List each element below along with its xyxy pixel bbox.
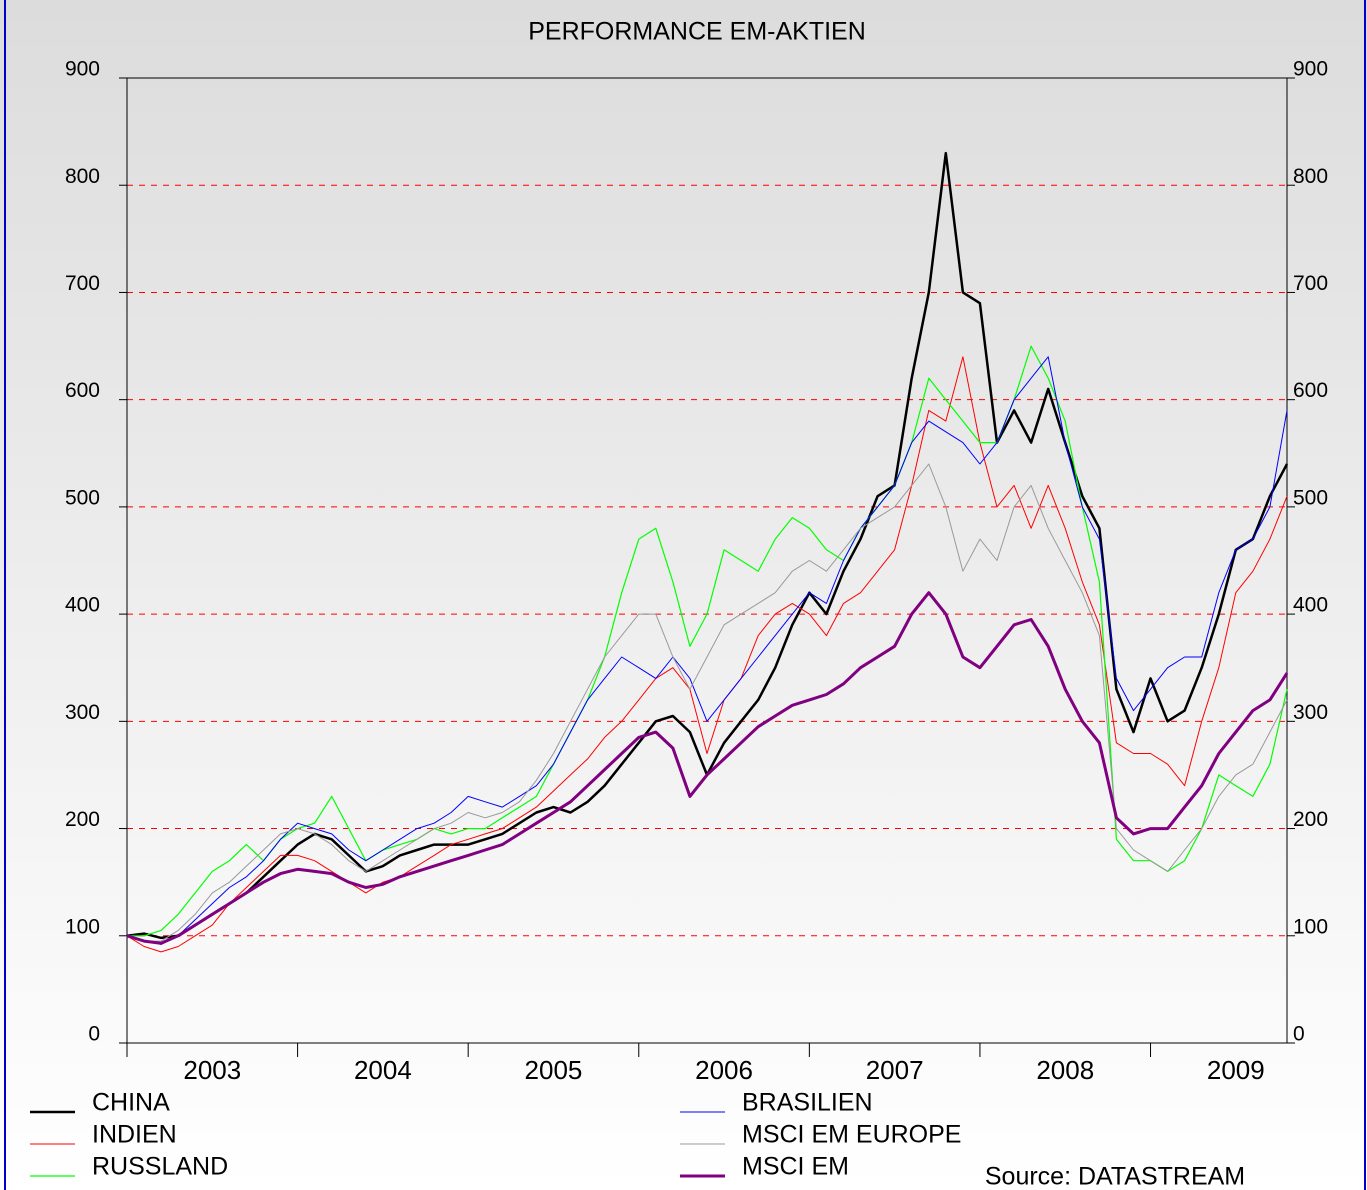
y2-tick-label: 200 — [1293, 808, 1328, 831]
series-line — [127, 345, 1288, 937]
series-line — [126, 356, 1288, 945]
series-line — [126, 463, 1288, 942]
x-tick-label: 2005 — [525, 1055, 583, 1085]
y-tick-label: 500 — [65, 486, 100, 509]
y2-tick-label: 900 — [1293, 58, 1328, 81]
source: Source: DATASTREAM — [985, 1163, 1245, 1190]
y-tick-label: 800 — [65, 165, 100, 188]
x-tick-label: 2004 — [354, 1055, 412, 1085]
y-tick-label: 600 — [65, 379, 100, 402]
legend-label: MSCI EM EUROPE — [742, 1121, 961, 1149]
x-tick-label: 2007 — [866, 1055, 924, 1085]
series-line — [126, 591, 1289, 945]
series-line — [126, 356, 1288, 953]
y2-tick-label: 0 — [1293, 1023, 1305, 1046]
y2-tick-label: 300 — [1293, 701, 1328, 724]
legend-label: CHINA — [92, 1089, 170, 1117]
y-tick-label: 900 — [65, 58, 100, 81]
y2-tick-label: 100 — [1293, 915, 1328, 938]
legend-label: BRASILIEN — [742, 1089, 873, 1117]
y2-tick-label: 600 — [1293, 379, 1328, 402]
legend-label: MSCI EM — [742, 1153, 849, 1181]
x-tick-label: 2008 — [1036, 1055, 1094, 1085]
y-tick-label: 200 — [65, 808, 100, 831]
legend-label: INDIEN — [92, 1121, 177, 1149]
y-tick-label: 100 — [65, 915, 100, 938]
x-tick-label: 2003 — [183, 1055, 241, 1085]
y2-tick-label: 700 — [1293, 272, 1328, 295]
chart-title: PERFORMANCE EM-AKTIEN — [528, 18, 866, 46]
y2-tick-label: 400 — [1293, 594, 1328, 617]
y-tick-label: 300 — [65, 701, 100, 724]
y-tick-label: 400 — [65, 594, 100, 617]
x-tick-label: 2009 — [1207, 1055, 1265, 1085]
x-tick-label: 2006 — [695, 1055, 753, 1085]
legend-label: RUSSLAND — [92, 1153, 228, 1181]
y2-tick-label: 500 — [1293, 486, 1328, 509]
y2-tick-label: 800 — [1293, 165, 1328, 188]
y-tick-label: 0 — [88, 1023, 100, 1046]
y-tick-label: 700 — [65, 272, 100, 295]
